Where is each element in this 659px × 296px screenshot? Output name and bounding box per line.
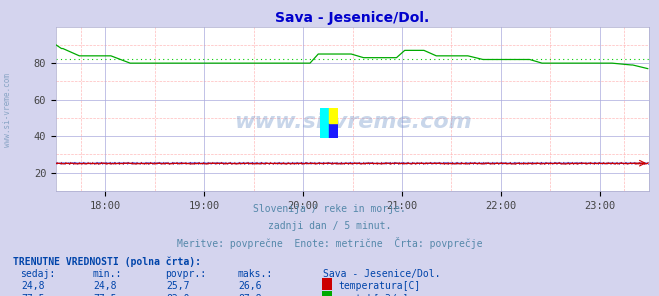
- Text: povpr.:: povpr.:: [165, 269, 206, 279]
- Text: Meritve: povprečne  Enote: metrične  Črta: povprečje: Meritve: povprečne Enote: metrične Črta:…: [177, 237, 482, 249]
- Text: maks.:: maks.:: [237, 269, 272, 279]
- Text: 24,8: 24,8: [94, 281, 117, 292]
- Text: min.:: min.:: [92, 269, 122, 279]
- Text: www.si-vreme.com: www.si-vreme.com: [234, 112, 471, 132]
- Text: 87,8: 87,8: [239, 294, 262, 296]
- Text: pretok[m3/s]: pretok[m3/s]: [338, 294, 409, 296]
- Polygon shape: [329, 123, 338, 138]
- Text: Sava - Jesenice/Dol.: Sava - Jesenice/Dol.: [323, 269, 440, 279]
- Text: 82,0: 82,0: [166, 294, 190, 296]
- Text: 26,6: 26,6: [239, 281, 262, 292]
- Text: 24,8: 24,8: [21, 281, 45, 292]
- Text: sedaj:: sedaj:: [20, 269, 55, 279]
- Text: 25,7: 25,7: [166, 281, 190, 292]
- Text: 77,5: 77,5: [94, 294, 117, 296]
- Text: 77,5: 77,5: [21, 294, 45, 296]
- Text: Slovenija / reke in morje.: Slovenija / reke in morje.: [253, 204, 406, 214]
- Title: Sava - Jesenice/Dol.: Sava - Jesenice/Dol.: [275, 12, 430, 25]
- Polygon shape: [329, 108, 338, 123]
- Text: TRENUTNE VREDNOSTI (polna črta):: TRENUTNE VREDNOSTI (polna črta):: [13, 256, 201, 267]
- Text: temperatura[C]: temperatura[C]: [338, 281, 420, 292]
- Text: zadnji dan / 5 minut.: zadnji dan / 5 minut.: [268, 221, 391, 231]
- Text: www.si-vreme.com: www.si-vreme.com: [3, 73, 13, 147]
- Polygon shape: [320, 108, 329, 138]
